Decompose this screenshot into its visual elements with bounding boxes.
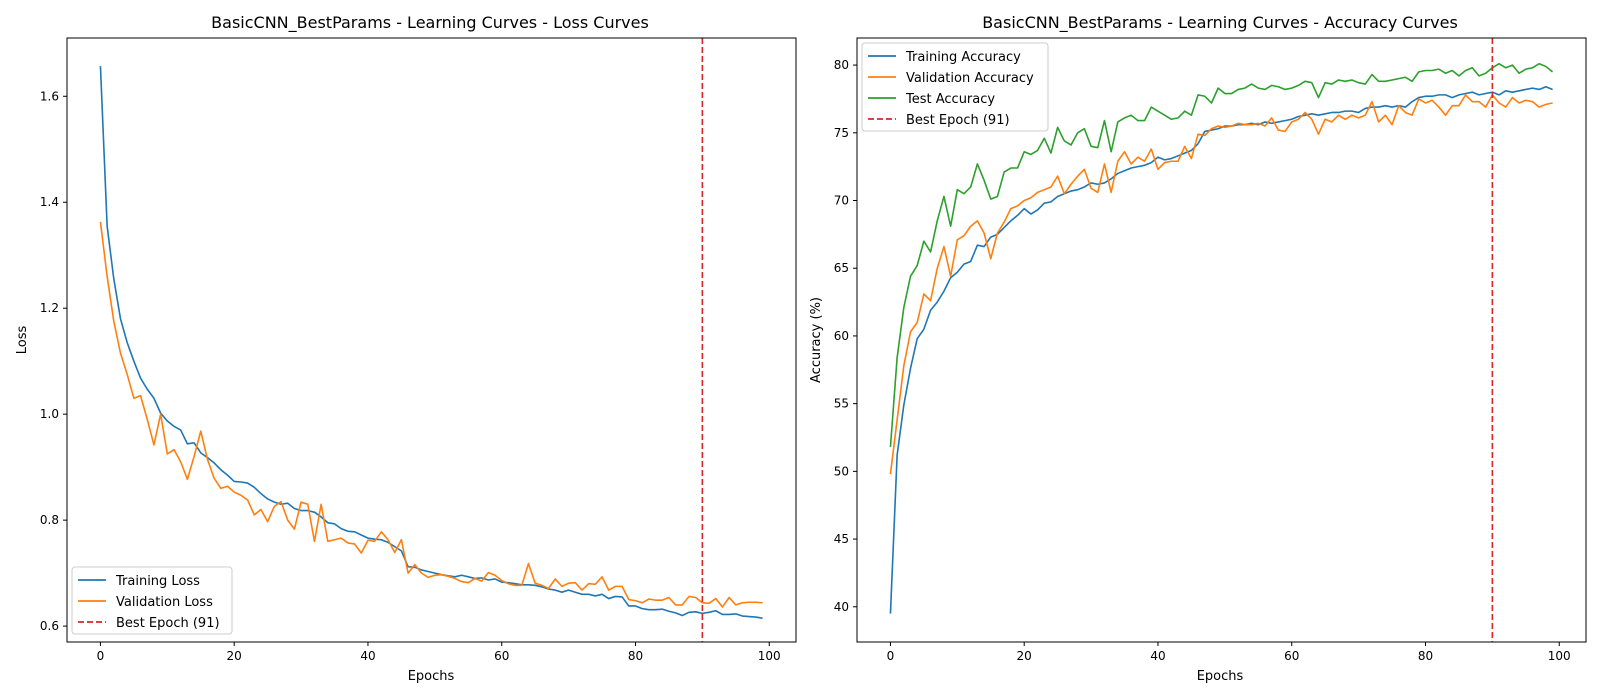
loss-legend-label-validation: Validation Loss [116, 595, 213, 610]
accuracy-y-tick-label: 50 [834, 464, 849, 478]
loss-y-tick-label: 1.4 [40, 195, 59, 209]
loss-plot-area [99, 38, 763, 642]
accuracy-chart-title: BasicCNN_BestParams - Learning Curves - … [982, 13, 1458, 33]
loss-chart-title: BasicCNN_BestParams - Learning Curves - … [211, 13, 649, 33]
loss-chart: BasicCNN_BestParams - Learning Curves - … [15, 13, 797, 684]
accuracy-y-tick-label: 65 [834, 261, 849, 275]
accuracy-axes-frame [856, 37, 1587, 643]
accuracy-legend-label-validation: Validation Accuracy [906, 71, 1034, 86]
accuracy-x-tick-label: 60 [1284, 649, 1299, 663]
accuracy-y-tick-label: 80 [834, 58, 849, 72]
loss-x-tick-label: 40 [360, 649, 375, 663]
accuracy-legend-label-training: Training Accuracy [905, 50, 1021, 65]
accuracy-legend-label-test: Test Accuracy [905, 92, 995, 107]
accuracy-y-tick-label: 40 [834, 600, 849, 614]
loss-legend: Training Loss Validation Loss Best Epoch… [71, 566, 233, 635]
accuracy-x-tick-label: 40 [1150, 649, 1165, 663]
loss-legend-label-training: Training Loss [115, 574, 200, 589]
loss-x-axis-label: Epochs [408, 669, 455, 684]
loss-legend-box [71, 566, 233, 635]
loss-y-tick-label: 0.6 [40, 619, 59, 633]
accuracy-y-tick-label: 60 [834, 329, 849, 343]
accuracy-x-axis-label: Epochs [1197, 669, 1244, 684]
accuracy-y-tick-label: 45 [834, 532, 849, 546]
loss-ticks: 0 20 40 60 80 100 0.6 0.8 1.0 1.2 1.4 1.6 [40, 89, 781, 663]
loss-series-validation-loss [99, 221, 763, 608]
loss-x-tick-label: 20 [227, 649, 242, 663]
accuracy-ticks: 0 20 40 60 80 100 40 45 50 55 60 65 70 75 80 [834, 58, 1571, 663]
accuracy-y-tick-label: 70 [834, 194, 849, 208]
loss-y-tick-label: 0.8 [40, 513, 59, 527]
accuracy-y-tick-label: 75 [834, 126, 849, 140]
accuracy-legend-label-best-epoch: Best Epoch (91) [906, 113, 1010, 128]
loss-series-training-loss [99, 66, 763, 619]
accuracy-x-tick-label: 0 [887, 649, 895, 663]
loss-x-tick-label: 60 [494, 649, 509, 663]
loss-x-tick-label: 0 [97, 649, 105, 663]
accuracy-series-test-accuracy [889, 62, 1554, 448]
accuracy-y-axis-label: Accuracy (%) [809, 297, 824, 383]
accuracy-y-tick-label: 55 [834, 397, 849, 411]
loss-y-tick-label: 1.0 [40, 407, 59, 421]
loss-legend-label-best-epoch: Best Epoch (91) [116, 616, 220, 631]
accuracy-chart: BasicCNN_BestParams - Learning Curves - … [809, 13, 1587, 684]
accuracy-series-validation-accuracy [889, 94, 1553, 475]
accuracy-plot-area [889, 38, 1554, 642]
loss-x-tick-label: 100 [758, 649, 781, 663]
loss-y-axis-label: Loss [15, 326, 30, 355]
loss-axes-frame [66, 37, 797, 643]
loss-y-tick-label: 1.6 [40, 89, 59, 103]
loss-y-tick-label: 1.2 [40, 301, 59, 315]
accuracy-x-tick-label: 20 [1017, 649, 1032, 663]
accuracy-x-tick-label: 80 [1418, 649, 1433, 663]
accuracy-x-tick-label: 100 [1548, 649, 1571, 663]
accuracy-legend-box [861, 42, 1049, 132]
loss-x-tick-label: 80 [628, 649, 643, 663]
accuracy-legend: Training Accuracy Validation Accuracy Te… [861, 42, 1049, 132]
